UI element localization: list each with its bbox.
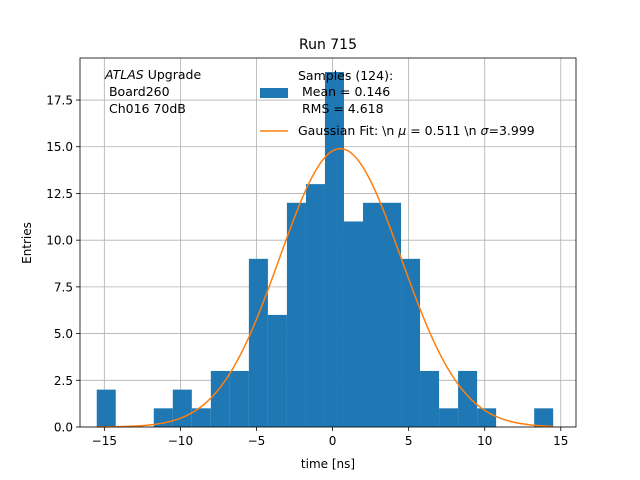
histogram-bar [324, 72, 344, 427]
chart-title: Run 715 [299, 37, 357, 53]
legend-fit-sigma: σ [481, 123, 490, 138]
x-tick-label: 5 [405, 434, 413, 448]
histogram-bar [229, 370, 249, 427]
legend-histogram-line-1: Samples (124): [298, 68, 393, 83]
y-axis-ticks: 0.0 2.5 5.0 7.5 10.0 12.5 15.0 17.5 [46, 94, 80, 435]
annotation-upgrade: Upgrade [144, 67, 202, 82]
histogram-bar [362, 202, 383, 427]
legend-histogram-line-2: Mean = 0.146 [298, 84, 390, 99]
histogram-bar [172, 389, 192, 427]
x-tick-label: 15 [553, 434, 568, 448]
annotation-line-2: Board260 [105, 84, 170, 99]
y-tick-label: 12.5 [46, 187, 73, 201]
histogram-bar [343, 221, 363, 427]
y-axis-label: Entries [20, 222, 34, 264]
histogram-bar [477, 408, 497, 427]
histogram-bar [267, 314, 287, 427]
histogram-bar [420, 370, 440, 427]
y-tick-label: 7.5 [54, 280, 73, 294]
x-axis-ticks: −15 −10 −5 0 5 10 15 [92, 427, 568, 448]
legend-fit-suffix: =3.999 [488, 123, 534, 138]
legend-histogram-line-3: RMS = 4.618 [298, 101, 384, 116]
y-tick-label: 17.5 [46, 94, 73, 108]
x-tick-label: −5 [248, 434, 266, 448]
x-tick-label: 10 [477, 434, 492, 448]
histogram-bar [534, 408, 554, 427]
histogram-bar [286, 202, 306, 427]
legend-fit-prefix: Gaussian Fit: \n [298, 123, 398, 138]
annotation-line-3: Ch016 70dB [105, 101, 186, 116]
histogram-bar [305, 184, 325, 427]
plot-frame [79, 57, 577, 428]
x-axis-label: time [ns] [301, 457, 355, 471]
x-tick-label: 0 [329, 434, 337, 448]
legend: Samples (124): Mean = 0.146 RMS = 4.618 … [260, 68, 535, 138]
histogram-bar [248, 258, 268, 427]
y-tick-label: 2.5 [54, 374, 73, 388]
legend-fit-mid: = 0.511 \n [406, 123, 480, 138]
atlas-annotation: ATLAS Upgrade Board260 Ch016 70dB [104, 67, 201, 116]
histogram-bar [458, 370, 478, 427]
y-tick-label: 15.0 [46, 140, 73, 154]
histogram-bar [191, 408, 211, 427]
x-tick-label: −10 [168, 434, 193, 448]
annotation-atlas-italic: ATLAS [104, 67, 144, 82]
x-tick-label: −15 [92, 434, 117, 448]
annotation-line-1: ATLAS Upgrade [104, 67, 201, 82]
y-tick-label: 10.0 [46, 234, 73, 248]
histogram-bar [210, 370, 230, 427]
histogram-bar [401, 258, 421, 427]
y-tick-label: 5.0 [54, 327, 73, 341]
histogram-bar [382, 202, 402, 427]
legend-fit-mu: μ [397, 123, 406, 138]
y-tick-label: 0.0 [54, 421, 73, 435]
histogram-bar [439, 408, 459, 427]
legend-histogram-swatch [260, 88, 288, 98]
legend-fit-label: Gaussian Fit: \n μ = 0.511 \n σ=3.999 [298, 123, 535, 138]
gaussian-fit-curve [96, 147, 554, 428]
histogram-bar [96, 389, 116, 427]
